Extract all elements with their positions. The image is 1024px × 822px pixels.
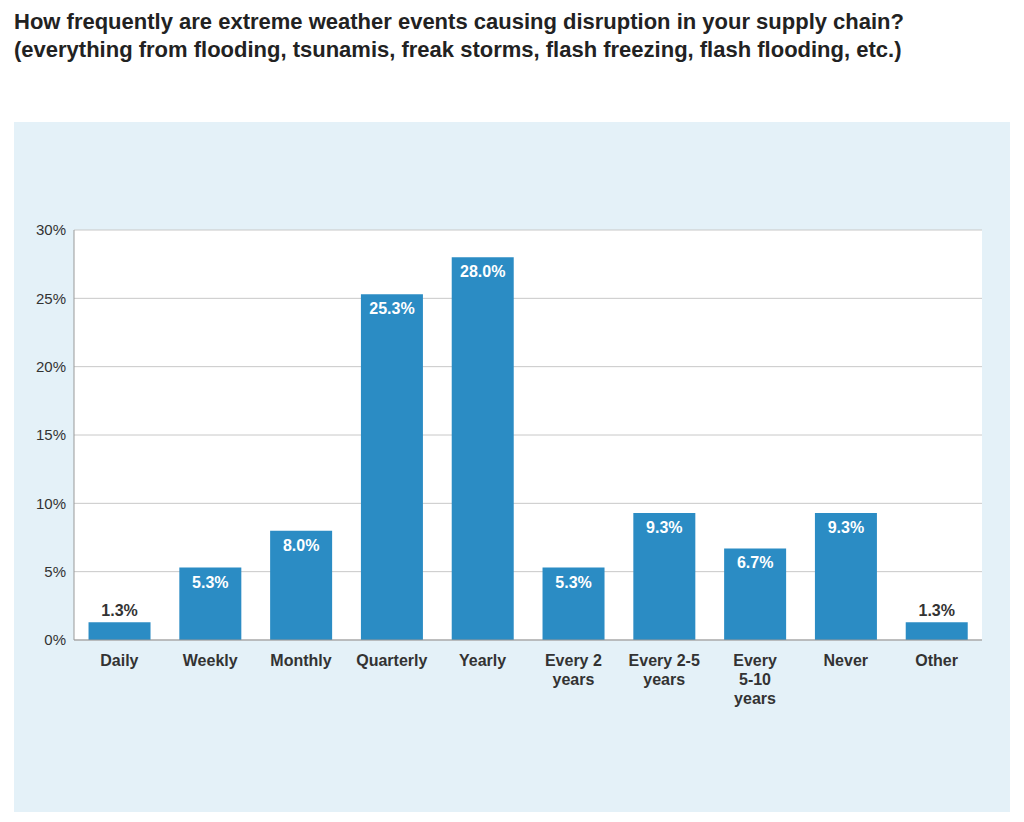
svg-text:Daily: Daily — [100, 652, 138, 669]
svg-text:5.3%: 5.3% — [555, 574, 591, 591]
svg-text:9.3%: 9.3% — [828, 519, 864, 536]
svg-text:10%: 10% — [36, 495, 66, 512]
svg-text:20%: 20% — [36, 358, 66, 375]
svg-text:Yearly: Yearly — [459, 652, 506, 669]
svg-text:5.3%: 5.3% — [192, 574, 228, 591]
svg-text:6.7%: 6.7% — [737, 554, 773, 571]
html-text:How frequently are extreme wea: How frequently are extreme weather event… — [14, 9, 904, 62]
svg-text:Other: Other — [915, 652, 958, 669]
svg-text:Never: Never — [824, 652, 868, 669]
svg-text:Every 2-5years: Every 2-5years — [629, 652, 700, 688]
svg-text:Monthly: Monthly — [270, 652, 331, 669]
svg-text:Every5-10years: Every5-10years — [733, 652, 777, 707]
svg-text:30%: 30% — [36, 221, 66, 238]
svg-text:25%: 25% — [36, 290, 66, 307]
svg-text:1.3%: 1.3% — [101, 602, 137, 619]
svg-text:1.3%: 1.3% — [918, 602, 954, 619]
svg-text:25.3%: 25.3% — [369, 300, 414, 317]
svg-text:Quarterly: Quarterly — [356, 652, 427, 669]
svg-text:Weekly: Weekly — [183, 652, 238, 669]
svg-text:15%: 15% — [36, 426, 66, 443]
svg-text:Every 2years: Every 2years — [545, 652, 602, 688]
svg-text:0%: 0% — [44, 631, 66, 648]
svg-text:8.0%: 8.0% — [283, 537, 319, 554]
svg-text:5%: 5% — [44, 563, 66, 580]
svg-text:28.0%: 28.0% — [460, 263, 505, 280]
svg-text:9.3%: 9.3% — [646, 519, 682, 536]
